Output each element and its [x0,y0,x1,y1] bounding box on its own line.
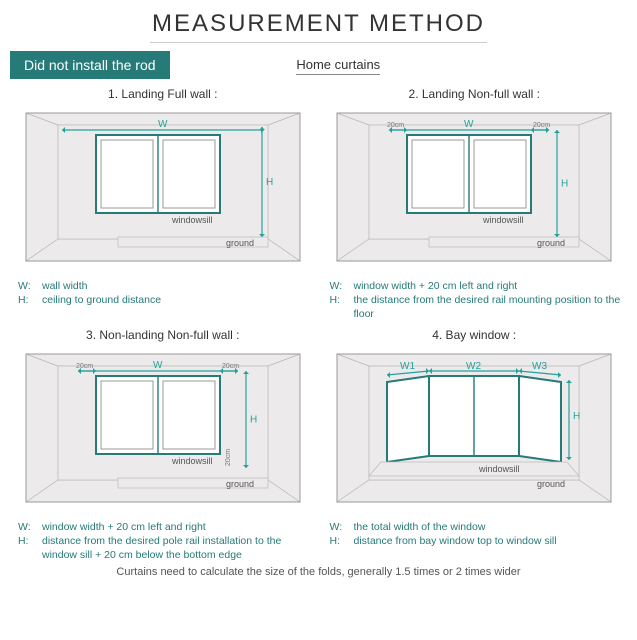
panel-caption: W:the total width of the windowH:distanc… [322,520,628,550]
svg-text:W2: W2 [466,361,481,372]
svg-text:20cm: 20cm [222,363,239,370]
svg-text:H: H [266,177,273,188]
subheading-text: Home curtains [296,57,380,75]
svg-text:20cm: 20cm [387,122,404,129]
room-diagram: windowsill ground W 20cm 20cm H 20cm [18,346,308,516]
svg-text:windowsill: windowsill [171,215,213,225]
panel-caption: W:window width + 20 cm left and rightH:t… [322,279,628,324]
svg-text:20cm: 20cm [225,448,232,465]
svg-text:ground: ground [226,479,254,489]
panel-1: 1. Landing Full wall : windowsill ground W H… [10,87,316,324]
svg-text:H: H [561,179,568,190]
svg-text:H: H [573,411,580,422]
panel-4: 4. Bay window : windowsill ground W1 W2 W3 H W:… [322,328,628,565]
title-rule [150,42,487,43]
page-title: MEASUREMENT METHOD [0,0,637,42]
panel-title: 2. Landing Non-full wall : [322,87,628,101]
svg-text:W3: W3 [532,361,547,372]
subheading: Home curtains [170,56,627,75]
room-diagram: windowsill ground W1 W2 W3 H [329,346,619,516]
svg-text:W: W [153,360,163,371]
header-row: Did not install the rod Home curtains [0,51,637,87]
svg-text:W1: W1 [400,361,415,372]
svg-text:W: W [464,119,474,130]
footer-note: Curtains need to calculate the size of t… [0,564,637,578]
svg-text:ground: ground [537,479,565,489]
panel-title: 3. Non-landing Non-full wall : [10,328,316,342]
svg-text:W: W [158,119,168,130]
room-diagram: windowsill ground W H [18,105,308,275]
panel-caption: W:window width + 20 cm left and rightH:d… [10,520,316,565]
svg-text:20cm: 20cm [533,122,550,129]
ribbon-banner: Did not install the rod [10,51,170,79]
panel-caption: W:wall widthH:ceiling to ground distance [10,279,316,309]
svg-text:windowsill: windowsill [478,464,520,474]
panel-2: 2. Landing Non-full wall : windowsill grou… [322,87,628,324]
svg-text:windowsill: windowsill [482,215,524,225]
room-diagram: windowsill ground W 20cm 20cm H [329,105,619,275]
panel-3: 3. Non-landing Non-full wall : windowsill… [10,328,316,565]
panel-title: 1. Landing Full wall : [10,87,316,101]
panel-title: 4. Bay window : [322,328,628,342]
svg-text:windowsill: windowsill [171,456,213,466]
diagram-grid: 1. Landing Full wall : windowsill ground W H… [0,87,637,564]
svg-text:20cm: 20cm [76,363,93,370]
svg-text:ground: ground [226,238,254,248]
svg-text:ground: ground [537,238,565,248]
svg-text:H: H [250,414,257,425]
